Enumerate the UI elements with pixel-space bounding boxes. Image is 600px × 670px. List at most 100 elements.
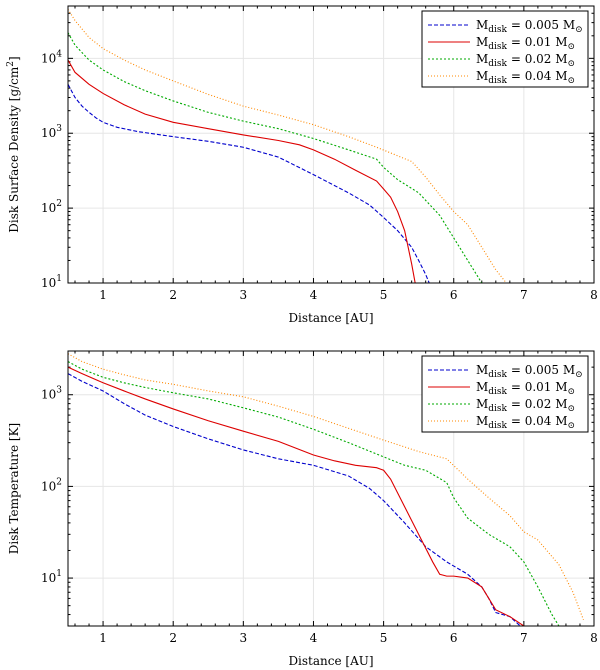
y-tick-exponent: 2 — [56, 199, 62, 209]
y-tick-exponent: 3 — [56, 124, 62, 134]
legend-box — [421, 10, 589, 88]
legend-label-main: M — [476, 35, 488, 49]
legend-label-main: M — [476, 52, 488, 66]
legend-label-subscript: disk — [488, 404, 507, 414]
legend-label-value: = 0.005 M — [507, 363, 575, 377]
legend-label-main: M — [476, 69, 488, 83]
y-tick-label: 101 — [41, 274, 62, 290]
legend-label-value: = 0.01 M — [507, 35, 568, 49]
legend-label-subscript: disk — [488, 25, 507, 35]
legend-label-3: Mdisk = 0.02 M⊙ — [476, 397, 575, 414]
series-group — [68, 9, 507, 283]
legend-label-main: M — [476, 18, 488, 32]
x-tick-label: 6 — [450, 631, 458, 645]
y-tick-exponent: 1 — [56, 274, 62, 284]
series-group — [68, 353, 584, 626]
x-tick-label: 3 — [240, 631, 248, 645]
sun-symbol-icon: ⊙ — [568, 76, 576, 86]
plot-frame — [67, 350, 595, 627]
y-tick-base: 10 — [41, 276, 56, 290]
legend-label-main: M — [476, 363, 488, 377]
series-line-2 — [68, 59, 416, 283]
legend-label-2: Mdisk = 0.01 M⊙ — [476, 35, 575, 52]
x-tick-label: 5 — [380, 288, 388, 302]
legend-label-main: M — [476, 397, 488, 411]
y-tick-base: 10 — [41, 126, 56, 140]
legend-label-subscript: disk — [488, 76, 507, 86]
y-tick-label: 102 — [41, 477, 62, 493]
x-tick-label: 4 — [310, 631, 318, 645]
sun-symbol-icon: ⊙ — [568, 404, 576, 414]
legend-label-value: = 0.02 M — [507, 52, 568, 66]
legend: Mdisk = 0.005 M⊙Mdisk = 0.01 M⊙Mdisk = 0… — [421, 355, 589, 433]
x-tick-label: 1 — [99, 631, 107, 645]
sun-symbol-icon: ⊙ — [568, 387, 576, 397]
x-tick-label: 2 — [169, 631, 177, 645]
x-tick-label: 8 — [590, 631, 598, 645]
x-tick-label: 2 — [169, 288, 177, 302]
y-tick-label: 103 — [41, 386, 62, 402]
legend-label-main: M — [476, 414, 488, 428]
x-tick-label: 3 — [240, 288, 248, 302]
x-tick-label: 8 — [590, 288, 598, 302]
legend-label-value: = 0.04 M — [507, 69, 568, 83]
legend-label-subscript: disk — [488, 387, 507, 397]
y-tick-base: 10 — [41, 201, 56, 215]
y-axis-label: Disk Temperature [K] — [7, 423, 21, 554]
series-line-4 — [68, 353, 584, 621]
legend-label-1: Mdisk = 0.005 M⊙ — [476, 363, 583, 380]
y-label-superscript: 2 — [6, 61, 16, 67]
sun-symbol-icon: ⊙ — [568, 59, 576, 69]
legend-box — [421, 355, 589, 433]
y-tick-exponent: 1 — [56, 569, 62, 579]
legend-label-subscript: disk — [488, 59, 507, 69]
y-tick-base: 10 — [41, 571, 56, 585]
x-axis-label: Distance [AU] — [288, 654, 373, 668]
sun-symbol-icon: ⊙ — [575, 370, 583, 380]
y-label-end: ] — [7, 56, 21, 61]
series-line-2 — [68, 366, 525, 626]
legend-label-3: Mdisk = 0.02 M⊙ — [476, 52, 575, 69]
plot-frame — [67, 5, 595, 284]
x-tick-label: 6 — [450, 288, 458, 302]
y-tick-label: 102 — [41, 199, 62, 215]
x-tick-label: 7 — [520, 288, 528, 302]
x-axis-label: Distance [AU] — [288, 311, 373, 325]
y-tick-base: 10 — [41, 479, 56, 493]
legend-label-2: Mdisk = 0.01 M⊙ — [476, 380, 575, 397]
x-tick-label: 5 — [380, 631, 388, 645]
legend-label-subscript: disk — [488, 421, 507, 431]
y-tick-label: 104 — [41, 49, 62, 65]
y-tick-exponent: 4 — [56, 49, 62, 59]
y-tick-label: 101 — [41, 569, 62, 585]
y-label-main: Disk Surface Density [g/cm — [7, 66, 21, 233]
legend-label-value: = 0.04 M — [507, 414, 568, 428]
y-tick-base: 10 — [41, 51, 56, 65]
y-tick-exponent: 2 — [56, 477, 62, 487]
x-tick-label: 1 — [99, 288, 107, 302]
legend-label-subscript: disk — [488, 42, 507, 52]
x-tick-label: 7 — [520, 631, 528, 645]
legend-label-subscript: disk — [488, 370, 507, 380]
series-line-1 — [68, 84, 430, 283]
legend-label-main: M — [476, 380, 488, 394]
legend-label-4: Mdisk = 0.04 M⊙ — [476, 69, 575, 86]
y-axis-label: Disk Surface Density [g/cm2] — [6, 56, 21, 232]
legend-label-value: = 0.005 M — [507, 18, 575, 32]
sun-symbol-icon: ⊙ — [568, 421, 576, 431]
sun-symbol-icon: ⊙ — [575, 25, 583, 35]
x-tick-label: 4 — [310, 288, 318, 302]
sun-symbol-icon: ⊙ — [568, 42, 576, 52]
y-tick-label: 103 — [41, 124, 62, 140]
legend: Mdisk = 0.005 M⊙Mdisk = 0.01 M⊙Mdisk = 0… — [421, 10, 589, 88]
series-line-3 — [68, 32, 483, 283]
y-tick-base: 10 — [41, 388, 56, 402]
y-tick-exponent: 3 — [56, 386, 62, 396]
legend-label-value: = 0.02 M — [507, 397, 568, 411]
legend-label-4: Mdisk = 0.04 M⊙ — [476, 414, 575, 431]
legend-label-1: Mdisk = 0.005 M⊙ — [476, 18, 583, 35]
